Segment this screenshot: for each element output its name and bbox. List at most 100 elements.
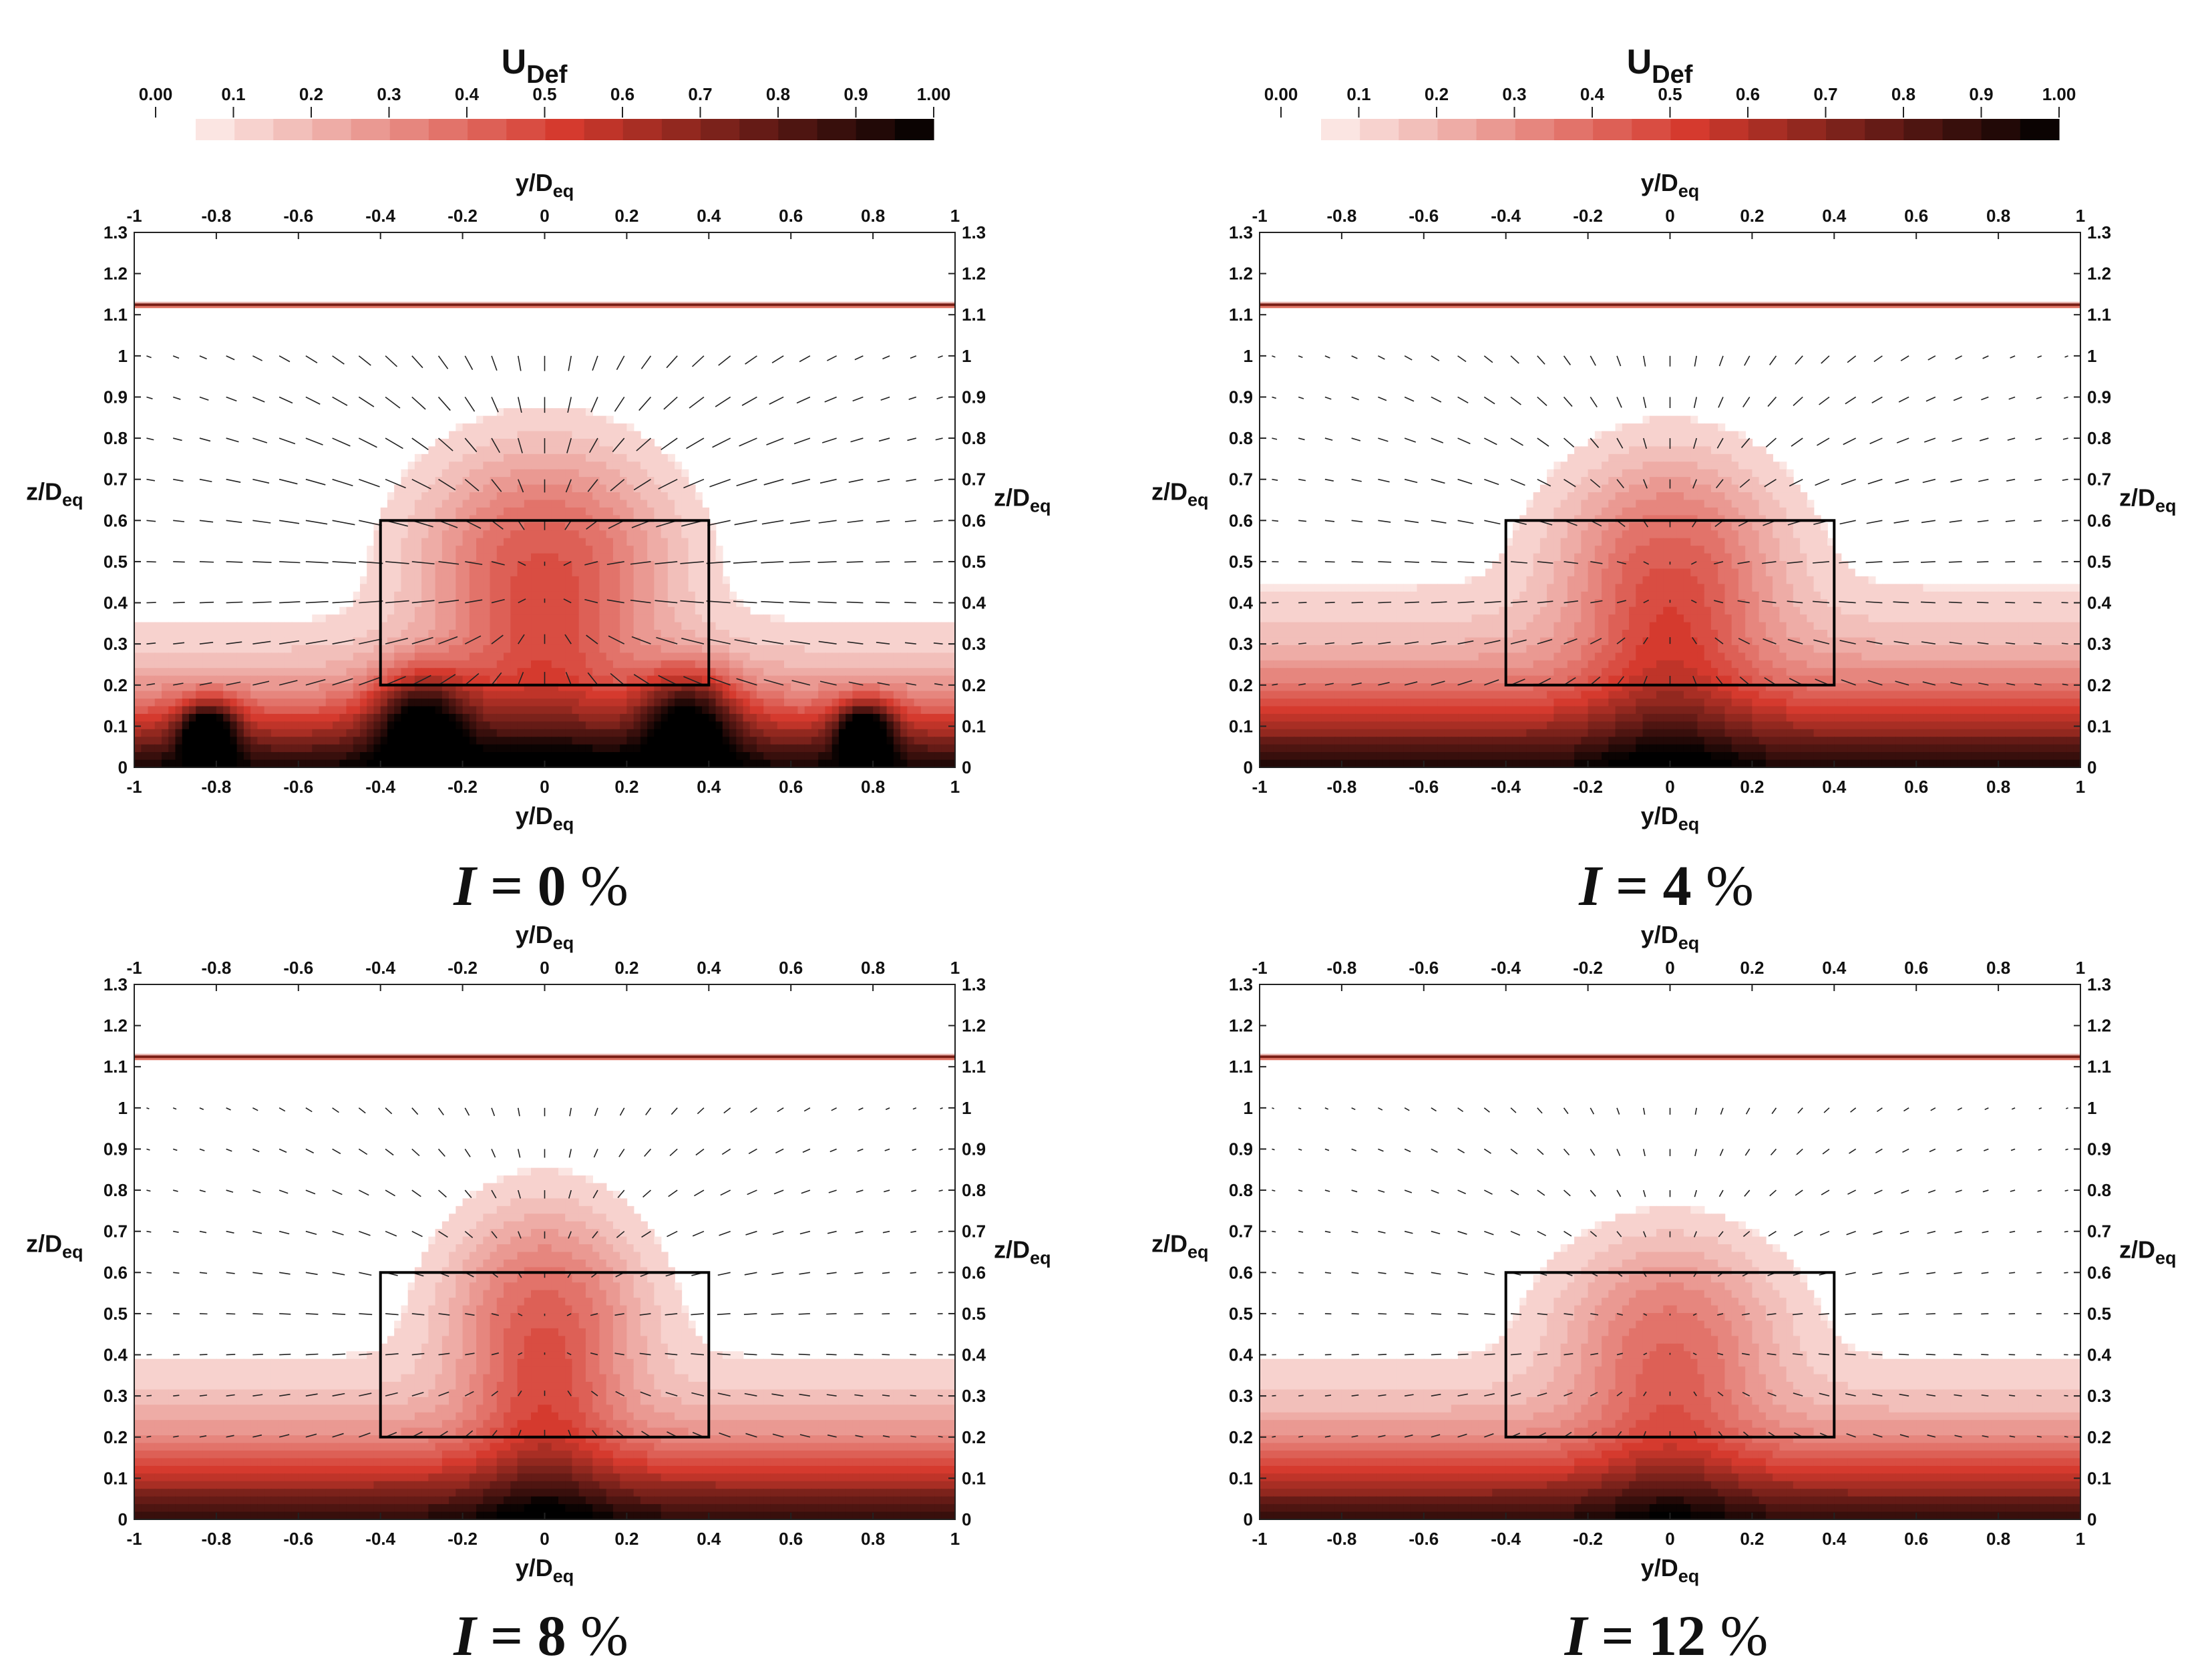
contour-cell: [941, 630, 949, 638]
contour-cell: [435, 614, 443, 623]
contour-cell: [695, 737, 703, 745]
contour-cell: [612, 691, 620, 699]
contour-cell: [1314, 591, 1322, 600]
contour-cell: [1362, 584, 1370, 592]
contour-cell: [797, 729, 805, 738]
contour-cell: [626, 599, 634, 608]
contour-cell: [681, 591, 689, 600]
contour-cell: [818, 737, 826, 745]
contour-cell: [161, 721, 170, 730]
contour-cell: [729, 683, 737, 692]
contour-cell: [818, 683, 826, 692]
contour-cell: [893, 737, 901, 745]
contour-cell: [1813, 546, 1821, 554]
contour-cell: [230, 630, 238, 638]
contour-cell: [1602, 568, 1610, 577]
velocity-vector: [518, 598, 526, 604]
velocity-vector: [411, 355, 423, 369]
velocity-vector: [686, 437, 705, 449]
contour-cell: [1683, 553, 1692, 562]
contour-cell: [585, 660, 593, 669]
contour-cell: [1676, 576, 1684, 585]
contour-cell: [592, 484, 600, 493]
contour-cell: [469, 568, 477, 577]
contour-cell: [722, 660, 730, 669]
contour-cell: [900, 668, 908, 677]
contour-cell: [1403, 584, 1411, 592]
contour-cell: [1718, 561, 1726, 570]
contour-cell: [1608, 530, 1616, 539]
contour-cell: [661, 461, 669, 470]
contour-cell: [1710, 423, 1718, 432]
contour-cell: [428, 699, 436, 707]
contour-cell: [811, 713, 819, 723]
contour-cell: [538, 584, 546, 592]
contour-cell: [264, 759, 272, 767]
contour-cell: [620, 622, 628, 630]
contour-cell: [469, 576, 477, 585]
contour-cell: [592, 599, 600, 608]
contour-cell: [626, 522, 634, 532]
contour-cell: [230, 706, 238, 715]
contour-cell: [325, 644, 333, 654]
contour-cell: [797, 652, 805, 661]
contour-cell: [421, 691, 429, 699]
contour-cell: [907, 622, 915, 630]
contour-cell: [449, 660, 457, 669]
contour-cell: [661, 675, 669, 684]
contour-cell: [667, 729, 675, 738]
contour-cell: [654, 752, 662, 761]
contour-cell: [565, 606, 573, 615]
contour-cell: [216, 637, 224, 646]
contour-cell: [695, 500, 703, 508]
contour-cell: [1547, 484, 1555, 493]
contour-cell: [1793, 530, 1801, 539]
contour-cell: [141, 622, 149, 630]
contour-cell: [783, 699, 791, 707]
contour-cell: [1656, 423, 1664, 432]
contour-cell: [196, 713, 204, 723]
contour-cell: [504, 469, 512, 478]
contour-cell: [1560, 530, 1568, 539]
contour-cell: [346, 668, 354, 677]
contour-cell: [325, 737, 333, 745]
contour-cell: [407, 721, 415, 730]
contour-cell: [770, 637, 778, 646]
contour-cell: [401, 591, 409, 600]
contour-cell: [846, 721, 854, 730]
contour-cell: [640, 606, 648, 615]
contour-cell: [407, 630, 415, 638]
velocity-vector: [715, 396, 731, 407]
contour-cell: [490, 431, 498, 439]
contour-cell: [578, 729, 586, 738]
contour-cell: [1656, 522, 1664, 532]
contour-cell: [620, 652, 628, 661]
contour-cell: [1670, 477, 1678, 486]
contour-cell: [934, 630, 942, 638]
contour-cell: [647, 699, 655, 707]
contour-cell: [1738, 446, 1746, 455]
x-tick-label-top: 0.2: [614, 206, 638, 226]
contour-cell: [531, 469, 539, 478]
contour-cell: [1690, 446, 1698, 455]
contour-cell: [298, 737, 306, 745]
contour-cell: [633, 660, 641, 669]
contour-cell: [1560, 507, 1568, 516]
contour-cell: [455, 561, 464, 570]
contour-cell: [592, 675, 600, 684]
contour-cell: [1800, 576, 1808, 585]
contour-cell: [880, 706, 888, 715]
contour-cell: [154, 691, 162, 699]
contour-cell: [612, 606, 620, 615]
contour-cell: [620, 683, 628, 692]
contour-cell: [1307, 591, 1315, 600]
contour-cell: [134, 644, 142, 654]
contour-cell: [469, 446, 477, 455]
contour-cell: [359, 637, 368, 646]
contour-cell: [1800, 492, 1808, 501]
contour-cell: [1588, 477, 1596, 486]
contour-cell: [504, 446, 512, 455]
contour-cell: [736, 644, 744, 654]
contour-cell: [202, 737, 210, 745]
contour-cell: [1690, 453, 1698, 463]
